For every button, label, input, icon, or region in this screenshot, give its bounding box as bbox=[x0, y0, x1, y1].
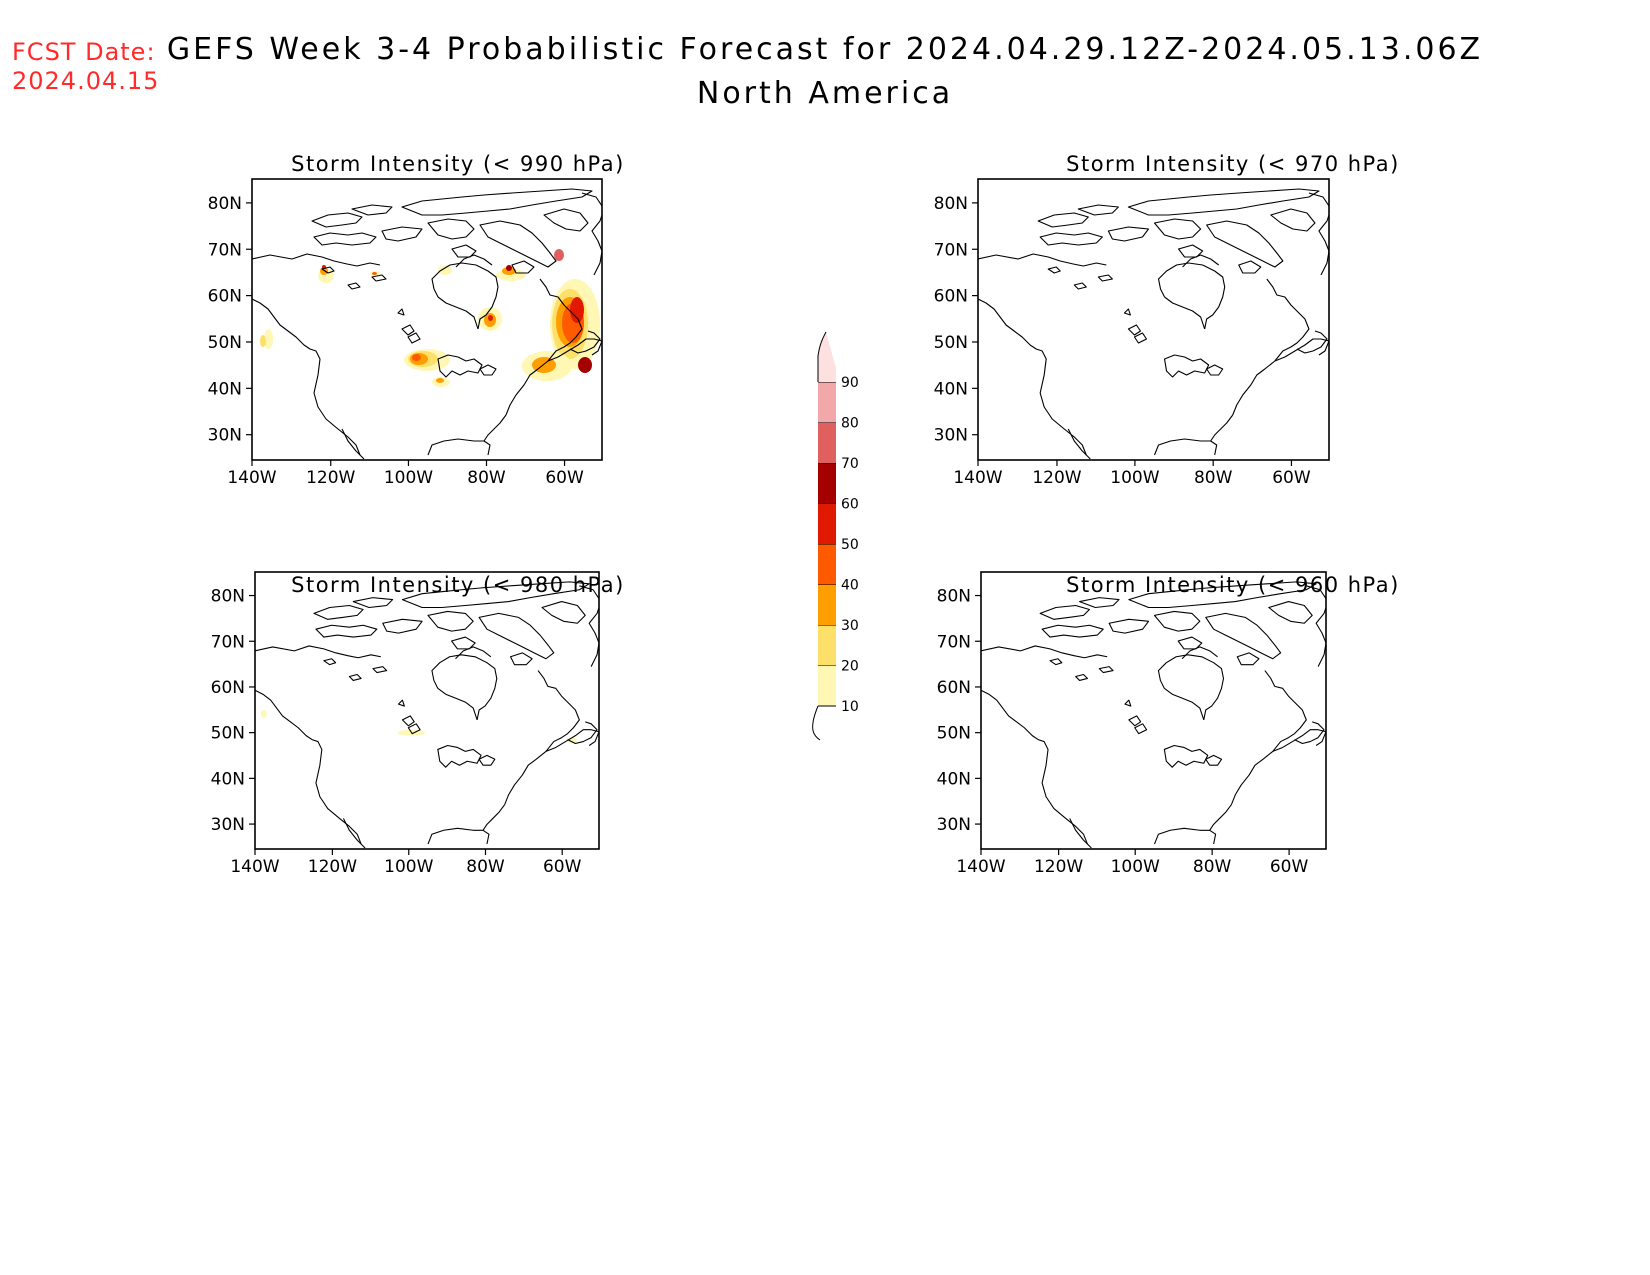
lon-tick-label: 140W bbox=[953, 468, 1002, 488]
probability-shade bbox=[570, 297, 584, 323]
colorbar-swatch bbox=[818, 382, 836, 423]
probability-shade bbox=[372, 272, 377, 275]
fcst-date-label: FCST Date: bbox=[12, 38, 156, 66]
page-title: GEFS Week 3-4 Probabilistic Forecast for… bbox=[166, 32, 1484, 67]
page-subtitle: North America bbox=[696, 76, 954, 111]
lat-tick-label: 40N bbox=[211, 769, 245, 789]
lon-tick-label: 140W bbox=[230, 857, 279, 877]
map-frame bbox=[977, 178, 1330, 461]
lat-tick-label: 30N bbox=[211, 815, 245, 835]
lon-tick-label: 120W bbox=[306, 468, 355, 488]
probability-shade bbox=[412, 354, 421, 361]
coastline bbox=[981, 581, 1326, 849]
panel-title-970: Storm Intensity (< 970 hPa) bbox=[1066, 152, 1400, 176]
panel-title-960: Storm Intensity (< 960 hPa) bbox=[1066, 573, 1400, 597]
lon-tick-label: 100W bbox=[1111, 857, 1160, 877]
map-area-960 bbox=[981, 581, 1326, 849]
lat-tick-label: 30N bbox=[208, 426, 242, 446]
lon-tick-label: 80W bbox=[1193, 857, 1232, 877]
probability-shade bbox=[264, 329, 273, 349]
lat-tick-label: 60N bbox=[211, 678, 245, 698]
lat-tick-label: 80N bbox=[208, 194, 242, 214]
colorbar: 10 20 30 40 50 60 70 80 90 bbox=[812, 331, 859, 741]
panel-title-980: Storm Intensity (< 980 hPa) bbox=[291, 573, 625, 597]
lat-tick-label: 80N bbox=[937, 587, 971, 607]
lon-tick-label: 100W bbox=[384, 857, 433, 877]
colorbar-swatch bbox=[818, 584, 836, 625]
colorbar-swatch bbox=[818, 332, 836, 382]
colorbar-label: 80 bbox=[841, 416, 859, 432]
map-panel-990: 80N 70N 60N 50N 40N 30N 140W 120W 100W 80W 60W bbox=[208, 178, 603, 488]
map-area-980 bbox=[255, 581, 599, 849]
lat-tick-label: 70N bbox=[211, 632, 245, 652]
map-panel-960: 80N 70N 60N 50N 40N 30N 140W 120W 100W 80W 60W bbox=[937, 571, 1327, 877]
probability-shade bbox=[436, 378, 444, 383]
lon-tick-label: 60W bbox=[545, 468, 584, 488]
colorbar-swatch bbox=[818, 665, 836, 706]
probability-shade bbox=[438, 265, 452, 275]
probability-shade bbox=[260, 335, 266, 347]
lon-tick-label: 60W bbox=[1270, 857, 1309, 877]
lon-tick-label: 60W bbox=[543, 857, 582, 877]
colorbar-swatch bbox=[818, 422, 836, 463]
colorbar-label: 10 bbox=[841, 699, 859, 715]
map-frame bbox=[251, 178, 603, 461]
lat-tick-label: 30N bbox=[937, 815, 971, 835]
probability-shade bbox=[488, 315, 493, 321]
probability-shade bbox=[554, 249, 564, 261]
lon-tick-label: 120W bbox=[1032, 468, 1081, 488]
map-panel-970: 80N 70N 60N 50N 40N 30N 140W 120W 100W 80W 60W bbox=[934, 178, 1330, 488]
fcst-date-value: 2024.04.15 bbox=[12, 67, 160, 95]
coastline bbox=[978, 188, 1329, 460]
probability-shade bbox=[578, 357, 592, 373]
lat-tick-label: 30N bbox=[934, 426, 968, 446]
lat-tick-label: 50N bbox=[208, 333, 242, 353]
lat-tick-label: 40N bbox=[934, 379, 968, 399]
colorbar-swatch bbox=[818, 463, 836, 504]
probability-shade bbox=[260, 710, 267, 718]
lat-tick-label: 50N bbox=[211, 724, 245, 744]
lon-tick-label: 100W bbox=[384, 468, 433, 488]
colorbar-swatch bbox=[818, 544, 836, 585]
colorbar-swatch bbox=[818, 625, 836, 666]
coastline bbox=[255, 581, 599, 849]
colorbar-label: 30 bbox=[841, 618, 859, 634]
lon-tick-label: 80W bbox=[466, 857, 505, 877]
colorbar-swatch bbox=[818, 503, 836, 544]
lat-tick-label: 60N bbox=[937, 678, 971, 698]
lon-tick-label: 80W bbox=[1194, 468, 1233, 488]
lat-tick-label: 70N bbox=[208, 240, 242, 260]
colorbar-label: 60 bbox=[841, 497, 859, 513]
lon-tick-label: 60W bbox=[1272, 468, 1311, 488]
lat-tick-label: 60N bbox=[934, 287, 968, 307]
lat-tick-label: 40N bbox=[937, 769, 971, 789]
colorbar-label: 40 bbox=[841, 578, 859, 594]
lon-tick-label: 100W bbox=[1110, 468, 1159, 488]
lat-tick-label: 70N bbox=[934, 240, 968, 260]
lat-tick-label: 60N bbox=[208, 287, 242, 307]
lat-tick-label: 50N bbox=[937, 724, 971, 744]
colorbar-label: 70 bbox=[841, 456, 859, 472]
lon-tick-label: 120W bbox=[308, 857, 357, 877]
map-frame bbox=[254, 571, 600, 850]
map-frame bbox=[980, 571, 1327, 850]
map-area-990 bbox=[252, 188, 602, 460]
colorbar-label: 90 bbox=[841, 375, 859, 391]
colorbar-label: 50 bbox=[841, 537, 859, 553]
lat-tick-label: 70N bbox=[937, 632, 971, 652]
lon-tick-label: 140W bbox=[227, 468, 276, 488]
probability-shade bbox=[506, 265, 512, 271]
map-area-970 bbox=[978, 188, 1329, 460]
lon-tick-label: 140W bbox=[956, 857, 1005, 877]
lon-tick-label: 120W bbox=[1034, 857, 1083, 877]
lat-tick-label: 80N bbox=[211, 587, 245, 607]
panel-title-990: Storm Intensity (< 990 hPa) bbox=[291, 152, 625, 176]
lon-tick-label: 80W bbox=[467, 468, 506, 488]
lat-tick-label: 40N bbox=[208, 379, 242, 399]
map-panel-980: 80N 70N 60N 50N 40N 30N 140W 120W 100W 80W 60W bbox=[211, 571, 600, 877]
lat-tick-label: 50N bbox=[934, 333, 968, 353]
lat-tick-label: 80N bbox=[934, 194, 968, 214]
colorbar-label: 20 bbox=[841, 659, 859, 675]
